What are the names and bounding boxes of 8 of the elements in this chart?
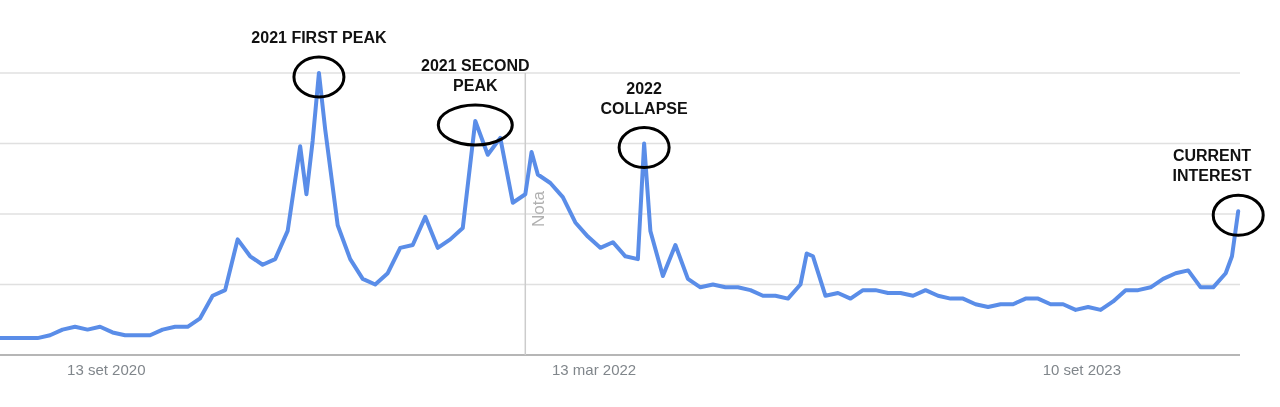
annotation: 2021 FIRST PEAK: [251, 29, 387, 46]
x-tick-label: 13 mar 2022: [551, 361, 637, 378]
annotation: CURRENT INTEREST: [1172, 147, 1252, 185]
x-tick-label: 13 set 2020: [67, 361, 146, 378]
annotation: 2021 SECOND PEAK: [421, 56, 530, 94]
ref-line-label: Nota: [529, 190, 549, 227]
annotation: 2022 COLLAPSE: [600, 79, 688, 117]
x-tick-label: 10 set 2023: [1042, 361, 1122, 378]
